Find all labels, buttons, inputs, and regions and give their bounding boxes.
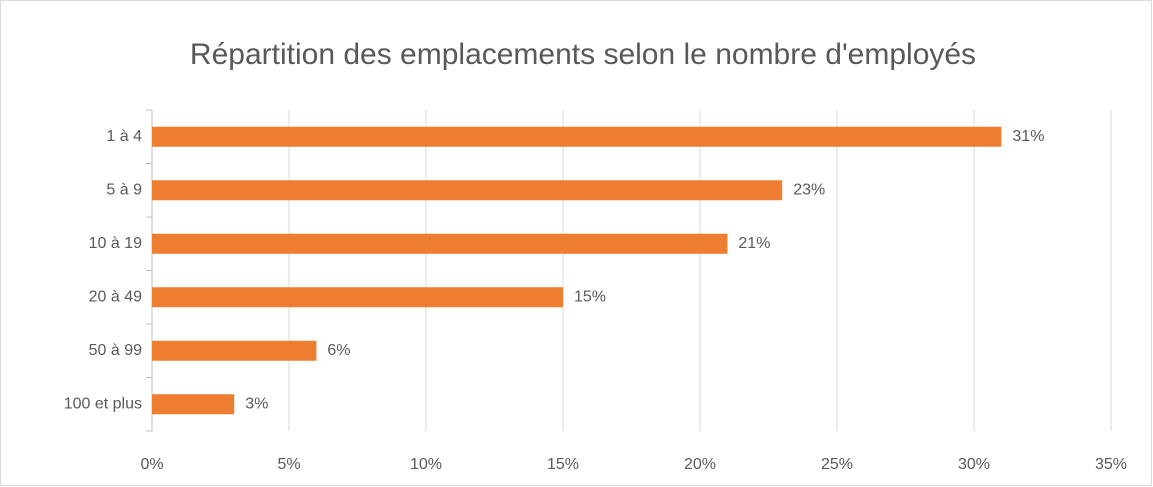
data-label: 15% xyxy=(574,288,606,305)
data-label: 23% xyxy=(793,181,825,198)
x-tick-label: 10% xyxy=(410,456,442,473)
x-tick-label: 5% xyxy=(277,456,300,473)
bar xyxy=(152,180,783,201)
y-tick-label: 1 à 4 xyxy=(106,128,142,145)
bar xyxy=(152,394,235,415)
y-tick-label: 5 à 9 xyxy=(106,181,142,198)
data-label: 3% xyxy=(245,395,268,412)
chart-title: Répartition des emplacements selon le no… xyxy=(190,38,976,71)
y-tick-label: 100 et plus xyxy=(64,395,142,412)
x-tick-label: 30% xyxy=(958,456,990,473)
x-tick-label: 0% xyxy=(140,456,163,473)
x-tick-label: 20% xyxy=(684,456,716,473)
y-tick-label: 10 à 19 xyxy=(89,235,142,252)
x-tick-label: 35% xyxy=(1095,456,1127,473)
bar xyxy=(152,126,1002,147)
data-label: 31% xyxy=(1012,128,1044,145)
y-tick-label: 20 à 49 xyxy=(89,288,142,305)
bar xyxy=(152,340,317,361)
y-tick-label: 50 à 99 xyxy=(89,342,142,359)
bar xyxy=(152,287,563,308)
data-label: 6% xyxy=(327,342,350,359)
x-tick-label: 25% xyxy=(821,456,853,473)
x-tick-label: 15% xyxy=(547,456,579,473)
data-label: 21% xyxy=(738,235,770,252)
bar xyxy=(152,233,728,254)
